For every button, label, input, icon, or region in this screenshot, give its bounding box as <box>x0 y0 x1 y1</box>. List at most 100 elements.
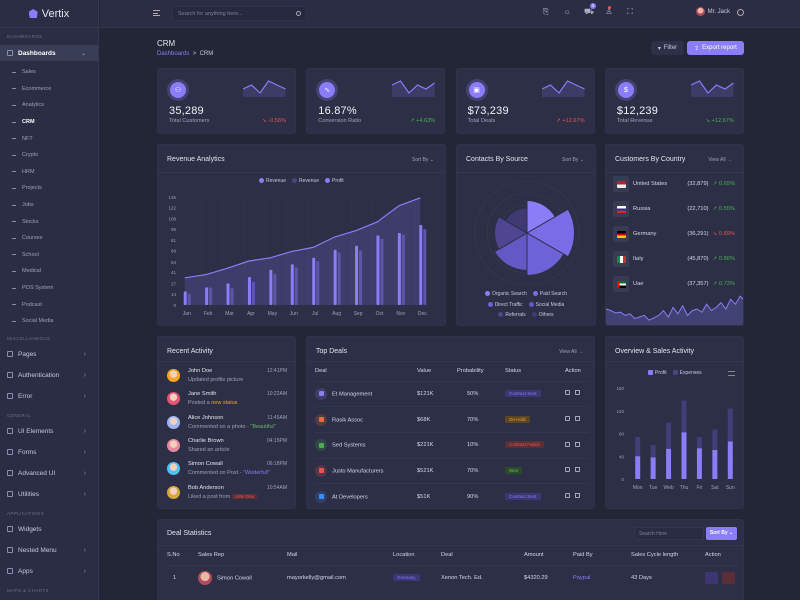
revenue-bar[interactable] <box>355 245 359 305</box>
trash-icon[interactable] <box>575 416 580 422</box>
revenue-bar[interactable] <box>397 233 401 305</box>
profit-bar[interactable] <box>681 432 687 479</box>
user-menu[interactable]: Mr. Jack <box>695 7 730 16</box>
logo[interactable]: Vertix <box>0 0 98 28</box>
sidebar-item-utilities[interactable]: Utilities › <box>0 484 98 505</box>
trash-icon[interactable] <box>575 493 580 499</box>
legend-item[interactable]: Revenue <box>292 178 319 184</box>
revenue-bar[interactable] <box>333 249 337 305</box>
profit-bar[interactable] <box>423 229 427 305</box>
delete-icon[interactable] <box>722 572 735 585</box>
revenue-bar[interactable] <box>269 269 273 305</box>
profit-bar[interactable] <box>650 457 656 479</box>
profit-bar[interactable] <box>359 250 363 305</box>
profit-bar[interactable] <box>380 238 384 305</box>
profit-bar[interactable] <box>187 293 191 305</box>
language-icon[interactable]: ⎘ <box>542 7 550 16</box>
sidebar-item-stocks[interactable]: Stocks <box>0 213 98 230</box>
profit-bar[interactable] <box>251 281 255 305</box>
sidebar-item-dashboards[interactable]: Dashboards ⌄ <box>0 45 98 61</box>
menu-toggle-icon[interactable] <box>153 10 160 16</box>
activity-item[interactable]: John Doe 12:41PM Updated profile picture <box>167 367 287 389</box>
sidebar-item-hrm[interactable]: HRM <box>0 164 98 181</box>
legend-item[interactable]: Profit <box>325 178 344 184</box>
revenue-bar[interactable] <box>290 264 294 305</box>
sidebar-item-apps[interactable]: Apps › <box>0 561 98 582</box>
sidebar-item-podcast[interactable]: Podcast <box>0 296 98 313</box>
edit-icon[interactable] <box>565 416 570 422</box>
polar-slice[interactable] <box>526 208 575 258</box>
breadcrumb-link[interactable]: Dashboards <box>157 51 190 57</box>
revenue-bar[interactable] <box>376 235 380 305</box>
sidebar-item-sales[interactable]: Sales <box>0 64 98 81</box>
sidebar-item-pos-system[interactable]: POS System <box>0 280 98 297</box>
profit-bar[interactable] <box>316 261 320 305</box>
polar-slice[interactable] <box>494 216 528 250</box>
sidebar-item-nested-menu[interactable]: Nested Menu › <box>0 540 98 561</box>
filter-button[interactable]: ▾ Filter <box>651 41 684 55</box>
revenue-bar[interactable] <box>312 257 316 305</box>
legend-item[interactable]: Expenses <box>672 370 702 376</box>
profit-bar[interactable] <box>230 288 234 305</box>
legend-item[interactable]: Social Media <box>528 302 564 308</box>
expenses-bar[interactable] <box>681 400 687 433</box>
polar-slice[interactable] <box>526 232 565 277</box>
view-all-link[interactable]: View All → <box>559 349 583 355</box>
legend-item[interactable]: Profit <box>648 370 667 376</box>
polar-slice[interactable] <box>504 207 528 234</box>
sidebar-item-crm[interactable]: CRM <box>0 114 98 131</box>
country-row[interactable]: Uae (37,357) ↗ 0.73% <box>613 276 735 292</box>
sidebar-item-projects[interactable]: Projects <box>0 180 98 197</box>
theme-toggle-icon[interactable]: ☼ <box>563 7 571 16</box>
sidebar-item-school[interactable]: School <box>0 247 98 264</box>
revenue-bar[interactable] <box>205 287 209 305</box>
trash-icon[interactable] <box>575 441 580 447</box>
revenue-bar[interactable] <box>183 291 187 305</box>
profit-bar[interactable] <box>696 448 702 479</box>
profit-bar[interactable] <box>727 441 733 479</box>
profit-bar[interactable] <box>337 252 341 305</box>
deal-search-input[interactable]: Search Here <box>634 527 704 540</box>
view-all-link[interactable]: View All → <box>708 157 732 163</box>
profit-bar[interactable] <box>294 267 298 305</box>
sidebar-item-jobs[interactable]: Jobs <box>0 197 98 214</box>
profit-bar[interactable] <box>635 456 641 479</box>
cart-icon[interactable]: ⛟ 5 <box>584 3 596 16</box>
sidebar-item-medical[interactable]: Medical <box>0 263 98 280</box>
profit-bar[interactable] <box>666 448 672 479</box>
activity-item[interactable]: Charlie Brown 04:15PM Shared an article <box>167 437 287 459</box>
legend-item[interactable]: Direct Traffic <box>487 302 523 308</box>
sidebar-item-advanced-ui[interactable]: Advanced UI › <box>0 463 98 484</box>
legend-item[interactable]: Others <box>531 312 554 318</box>
trash-icon[interactable] <box>575 390 580 396</box>
expenses-bar[interactable] <box>712 429 718 450</box>
country-row[interactable]: Russia (22,710) ↗ 0.55% <box>613 201 735 217</box>
sidebar-item-ui-elements[interactable]: UI Elements › <box>0 421 98 442</box>
activity-item[interactable]: Jane Smith 10:22AM Posted a new status <box>167 390 287 412</box>
profit-bar[interactable] <box>401 234 405 305</box>
sidebar-item-analytics[interactable]: Analytics <box>0 97 98 114</box>
fullscreen-icon[interactable]: ⛶ <box>627 7 633 16</box>
edit-icon[interactable] <box>565 441 570 447</box>
sidebar-item-nft[interactable]: NFT <box>0 130 98 147</box>
chart-menu-icon[interactable] <box>728 371 735 376</box>
sort-by-dropdown[interactable]: Sort By ⌄ <box>412 157 434 163</box>
search-input[interactable]: Search for anything here... <box>172 6 307 21</box>
profit-bar[interactable] <box>273 273 277 305</box>
revenue-bar[interactable] <box>419 225 423 305</box>
sort-by-button[interactable]: Sort By ⌄ <box>706 527 737 540</box>
legend-item[interactable]: Organic Search <box>485 291 527 297</box>
edit-icon[interactable] <box>565 493 570 499</box>
sidebar-item-social-media[interactable]: Social Media <box>0 313 98 330</box>
sidebar-item-forms[interactable]: Forms › <box>0 442 98 463</box>
sidebar-item-ecommerce[interactable]: Ecommerce <box>0 81 98 98</box>
sidebar-item-courses[interactable]: Courses <box>0 230 98 247</box>
legend-item[interactable]: Referrals <box>498 312 526 318</box>
edit-icon[interactable] <box>565 467 570 473</box>
expenses-bar[interactable] <box>666 422 672 449</box>
sidebar-item-error[interactable]: Error › <box>0 386 98 407</box>
sidebar-item-crypto[interactable]: Crypto <box>0 147 98 164</box>
activity-item[interactable]: Simon Cowall 06:18PM Commented on Post -… <box>167 460 287 482</box>
profit-bar[interactable] <box>209 287 213 305</box>
gear-icon[interactable] <box>737 9 744 16</box>
